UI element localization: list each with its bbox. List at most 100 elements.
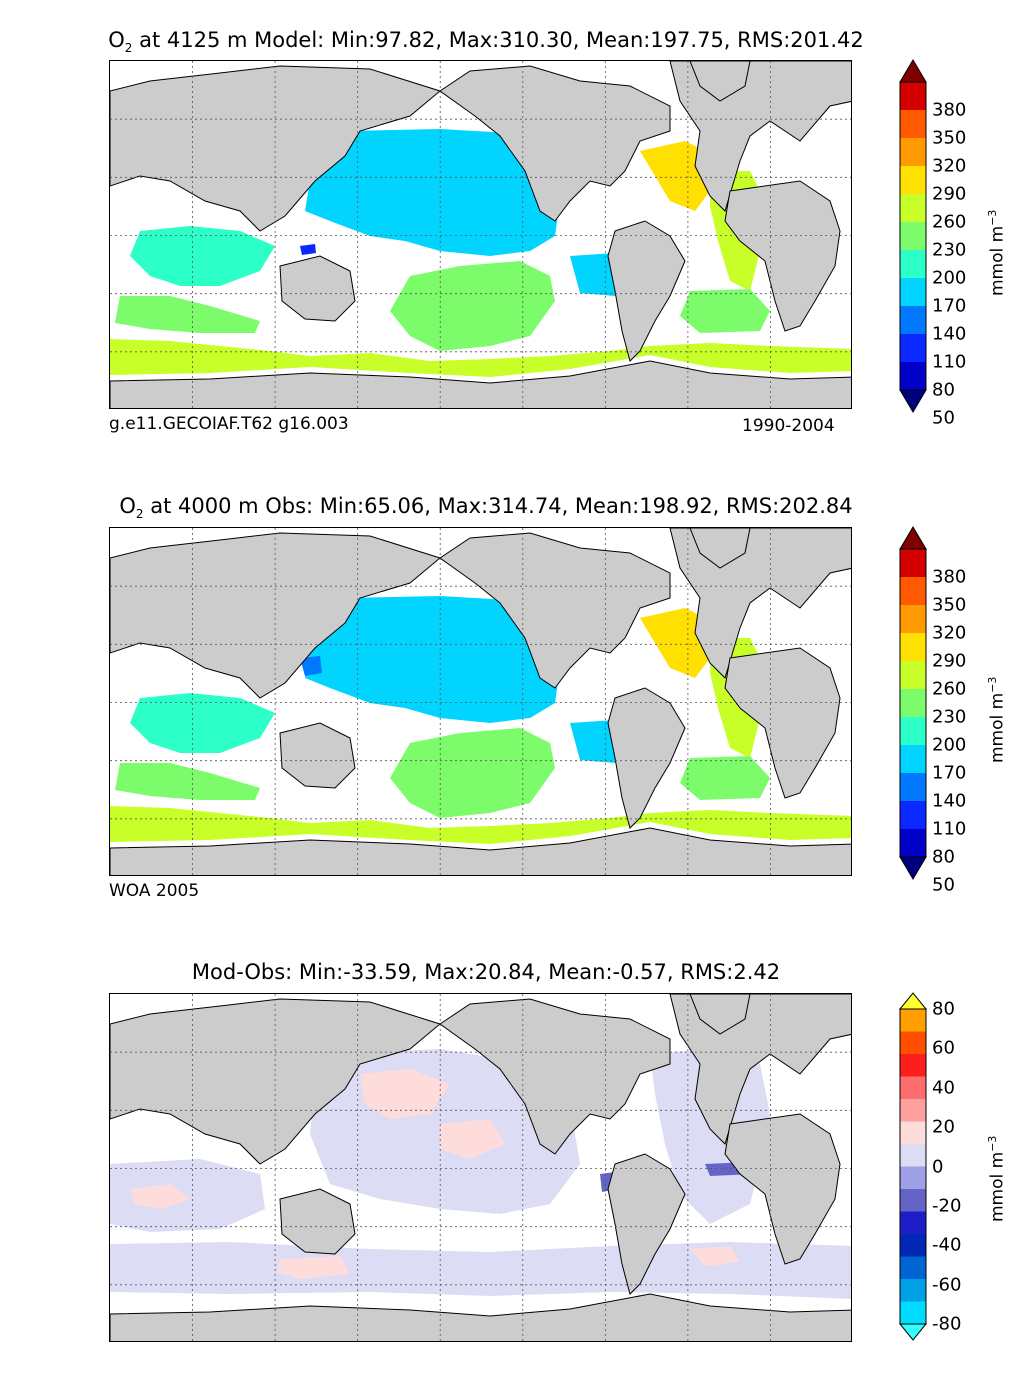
model-colorbar-unit: mmol m−3 — [986, 209, 1008, 296]
colorbar-tick-label: 350 — [932, 127, 967, 149]
model-map — [109, 60, 852, 409]
map-svg — [110, 61, 851, 408]
colorbar-segment — [900, 689, 926, 718]
colorbar-svg — [899, 526, 927, 880]
colorbar-tick-label: 50 — [932, 407, 955, 429]
colorbar-segment — [900, 1234, 926, 1257]
north-america-landmass — [439, 65, 671, 222]
antarctica-landmass — [110, 1293, 851, 1341]
colorbar-tick-label: 170 — [932, 762, 967, 784]
colorbar-tick-label: 60 — [932, 1037, 955, 1059]
colorbar-tick-label: 0 — [932, 1156, 944, 1177]
colorbar-segment — [900, 745, 926, 774]
south-pacific-oxygen-region — [390, 261, 555, 351]
obs-colorbar-unit: mmol m−3 — [986, 676, 1008, 763]
colorbar-segment — [900, 577, 926, 606]
diff-colorbar-labels: 80 60 40 20 0 -20 -40 -60 -80 — [932, 993, 992, 1340]
colorbar-tick-label: 260 — [932, 211, 967, 233]
colorbar-segment — [900, 801, 926, 830]
colorbar-segment — [900, 278, 926, 307]
obs-source-label: WOA 2005 — [109, 881, 200, 901]
colorbar-segment — [900, 829, 926, 858]
model-case-label: g.e11.GECOIAF.T62 g16.003 — [109, 414, 349, 434]
pacific-positive-patch — [360, 1069, 450, 1119]
colorbar-segment — [900, 549, 926, 578]
colorbar-tick-label: 380 — [932, 566, 967, 588]
colorbar-segment — [900, 605, 926, 634]
colorbar-tick-label: 380 — [932, 99, 967, 121]
colorbar-segment — [900, 717, 926, 746]
colorbar-tick-label: 110 — [932, 818, 967, 840]
colorbar-svg — [898, 992, 928, 1341]
obs-colorbar — [899, 526, 927, 880]
south-indian-ocean-region — [115, 763, 260, 800]
colorbar-segment — [900, 110, 926, 139]
greenland-landmass — [689, 994, 751, 1035]
southern-ocean-band — [110, 339, 851, 377]
map-svg — [110, 994, 851, 1341]
colorbar-tick-label: 80 — [932, 998, 955, 1020]
colorbar-segment — [900, 661, 926, 690]
colorbar-segment — [900, 138, 926, 167]
southern-ocean-band — [110, 806, 851, 844]
colorbar-tick-label: -20 — [932, 1195, 962, 1217]
colorbar-extend-min — [899, 856, 927, 880]
diff-title: Mod-Obs: Min:-33.59, Max:20.84, Mean:-0.… — [191, 960, 781, 984]
indian-ocean-region — [130, 693, 275, 753]
colorbar-segment — [900, 1301, 926, 1325]
graticule — [110, 528, 851, 875]
graticule — [110, 61, 851, 408]
model-colorbar-labels: 380 350 320 290 260 230 200 170 140 110 80 50 — [932, 60, 992, 429]
colorbar-outline — [899, 548, 927, 858]
colorbar-segment — [900, 1121, 926, 1145]
pacific-positive-patch-2 — [440, 1119, 505, 1159]
pacific-oxygen-region — [305, 596, 560, 723]
colorbar-segment — [900, 1076, 926, 1100]
indian-ocean-region — [130, 226, 275, 286]
australia-landmass — [279, 722, 356, 789]
map-svg — [110, 528, 851, 875]
colorbar-svg — [899, 59, 927, 413]
obs-colorbar-labels: 380 350 320 290 260 230 200 170 140 110 80 50 — [932, 527, 992, 896]
colorbar-segment — [900, 633, 926, 662]
model-years-label: 1990-2004 — [742, 416, 835, 436]
colorbar-tick-label: 40 — [932, 1077, 955, 1099]
indian-difference-region — [110, 1159, 265, 1232]
colorbar-segment — [900, 306, 926, 335]
north-america-landmass — [439, 998, 671, 1155]
pacific-oxygen-region — [305, 129, 560, 256]
colorbar-segment — [900, 1166, 926, 1190]
colorbar-tick-label: 140 — [932, 323, 967, 345]
colorbar-outline — [899, 1008, 927, 1325]
colorbar-tick-label: 50 — [932, 874, 955, 896]
colorbar-segment — [900, 1009, 926, 1032]
greenland-landmass — [689, 528, 751, 569]
indian-positive-patch — [130, 1184, 190, 1209]
colorbar-segment — [900, 1211, 926, 1235]
indonesia-low-oxygen-patch — [300, 244, 316, 255]
colorbar-tick-label: 20 — [932, 1116, 955, 1138]
colorbar-extend-max — [898, 992, 928, 1010]
colorbar-tick-label: 320 — [932, 622, 967, 644]
colorbar-segment — [900, 1189, 926, 1212]
colorbar-extend-min — [898, 1323, 928, 1341]
colorbar-tick-label: 200 — [932, 734, 967, 756]
colorbar-tick-label: 200 — [932, 267, 967, 289]
colorbar-tick-label: 290 — [932, 183, 967, 205]
colorbar-segment — [900, 1099, 926, 1122]
diff-colorbar — [898, 992, 928, 1341]
diff-map — [109, 993, 852, 1342]
south-america-landmass — [607, 1153, 686, 1295]
colorbar-segment — [900, 194, 926, 223]
model-colorbar — [899, 59, 927, 413]
southern-positive-patch — [278, 1256, 350, 1279]
colorbar-tick-label: 350 — [932, 594, 967, 616]
model-title: O2 at 4125 m Model: Min:97.82, Max:310.3… — [108, 28, 864, 56]
colorbar-extend-max — [899, 526, 927, 550]
colorbar-tick-label: 320 — [932, 155, 967, 177]
colorbar-tick-label: 230 — [932, 706, 967, 728]
colorbar-tick-label: 110 — [932, 351, 967, 373]
antarctica-landmass — [110, 827, 851, 875]
colorbar-tick-label: 260 — [932, 678, 967, 700]
southern-positive-patch-2 — [690, 1246, 740, 1266]
